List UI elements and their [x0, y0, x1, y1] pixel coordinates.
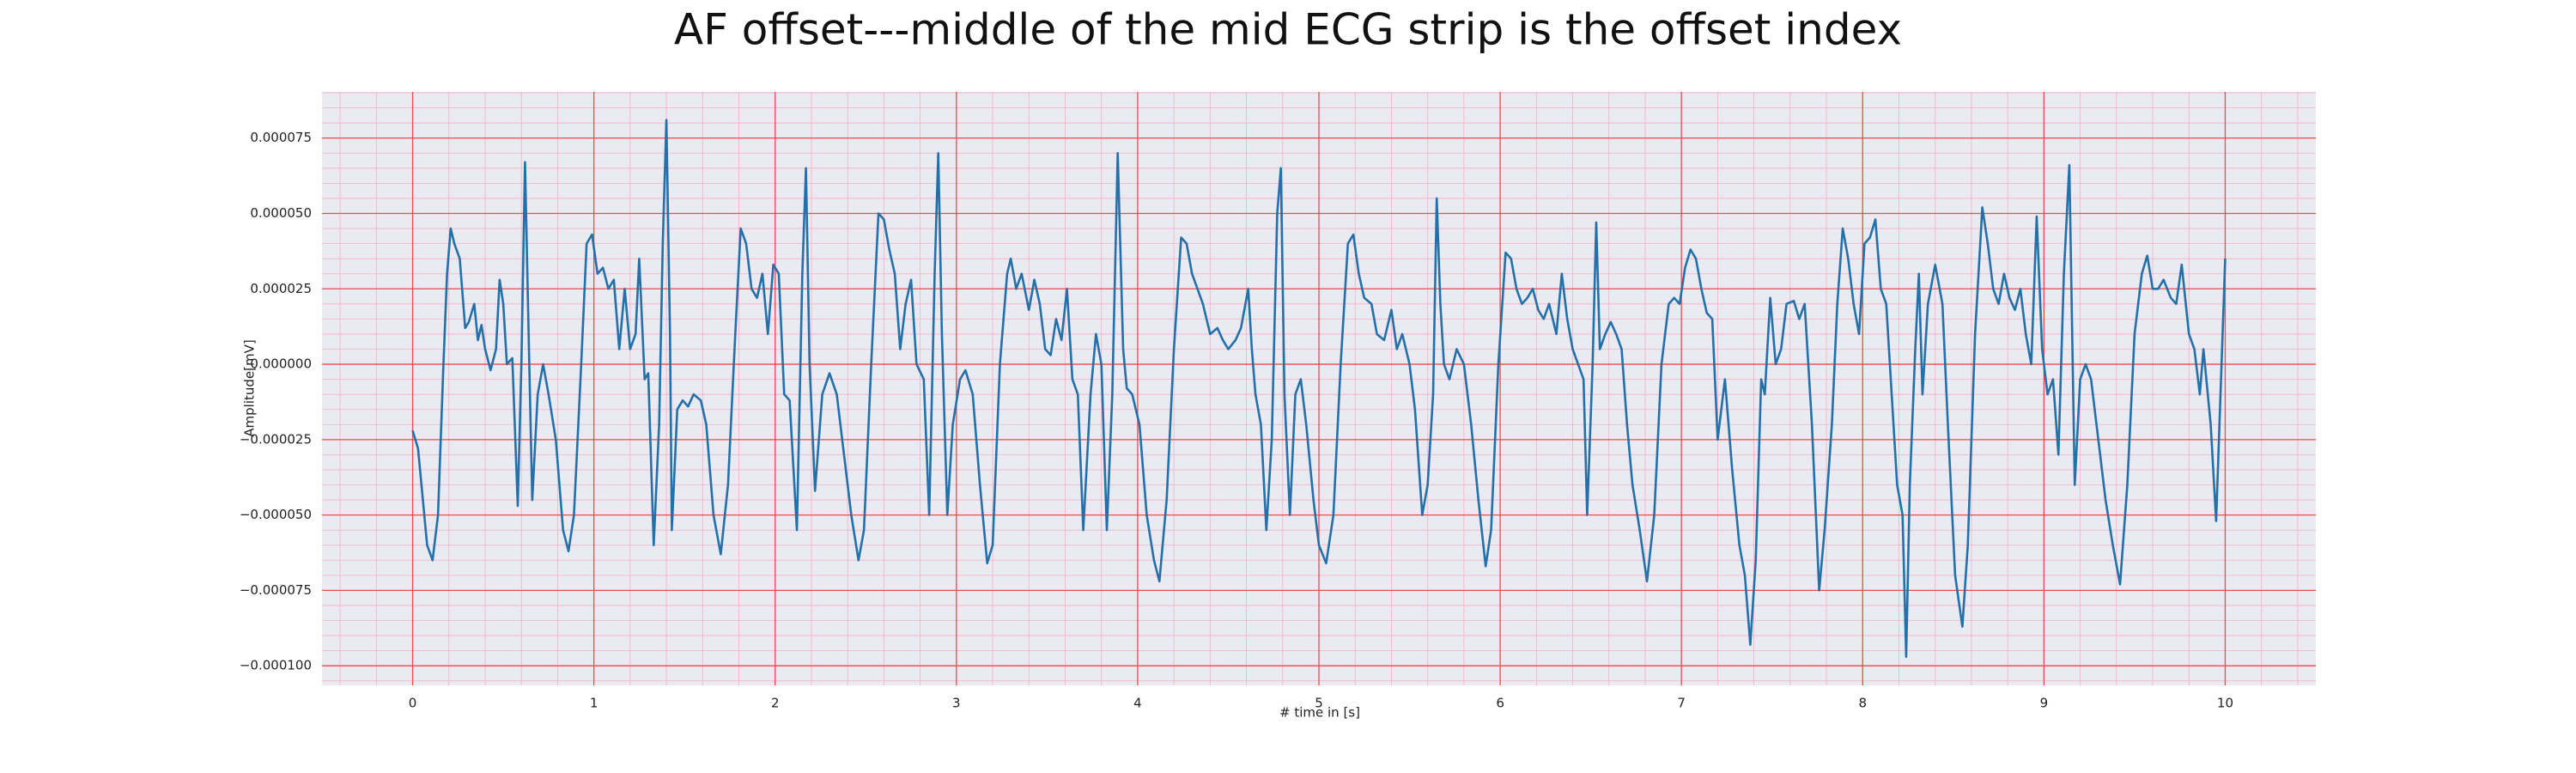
x-tick-label: 4 — [1133, 696, 1142, 711]
x-tick-label: 10 — [2217, 696, 2233, 711]
x-tick-label: 1 — [590, 696, 598, 711]
x-tick-label: 8 — [1858, 696, 1867, 711]
x-tick-label: 3 — [952, 696, 961, 711]
grid — [322, 92, 2316, 685]
y-tick-label: 0.000050 — [250, 205, 312, 221]
ecg-line — [411, 119, 2227, 658]
y-tick-label: −0.000100 — [240, 658, 312, 673]
x-tick-label: 7 — [1677, 696, 1686, 711]
x-tick-label: 9 — [2040, 696, 2049, 711]
y-tick-label: −0.000075 — [240, 582, 312, 598]
y-tick-label: −0.000025 — [240, 431, 312, 447]
x-tick-label: 5 — [1315, 696, 1323, 711]
y-axis-label: Amplitude[mV] — [242, 339, 258, 436]
x-tick-label: 0 — [409, 696, 417, 711]
x-tick-label: 6 — [1496, 696, 1504, 711]
y-tick-label: 0.000075 — [250, 130, 312, 145]
y-tick-label: 0.000000 — [250, 356, 312, 372]
y-tick-label: 0.000025 — [250, 281, 312, 296]
x-tick-label: 2 — [771, 696, 780, 711]
chart-title: AF offset---middle of the mid ECG strip … — [674, 5, 1902, 55]
y-tick-label: −0.000050 — [240, 507, 312, 522]
x-axis-label: # time in [s] — [1279, 705, 1360, 721]
